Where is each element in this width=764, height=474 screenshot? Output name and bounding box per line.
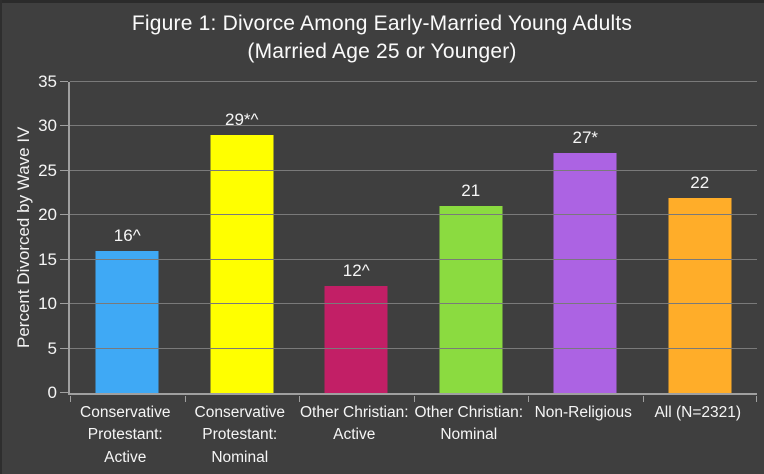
x-axis-tick	[756, 396, 757, 402]
y-tick-label: 10	[38, 294, 57, 314]
bar-slot: 27*	[528, 82, 643, 393]
y-axis-tick	[60, 169, 68, 171]
slide-top-edge	[0, 0, 764, 3]
bar-slot: 22	[643, 82, 758, 393]
x-axis-tick	[184, 396, 186, 402]
x-tick-label: Other Christian: Nominal	[414, 404, 524, 444]
y-axis-tick	[60, 392, 68, 393]
chart-title: Figure 1: Divorce Among Early-Married Yo…	[0, 10, 764, 65]
slide-left-edge	[0, 0, 2, 474]
x-axis-tick	[70, 396, 71, 402]
bars-row: 16^ 29*^ 12^ 21 27* 22	[70, 82, 757, 393]
bar-slot: 29*^	[185, 82, 300, 393]
bar	[553, 153, 617, 393]
bar	[95, 250, 159, 393]
y-axis-tick	[60, 125, 68, 127]
x-axis-tick-labels: Conservative Protestant: Active Conservat…	[68, 402, 755, 469]
y-axis-tick	[60, 347, 68, 349]
x-tick-label: Non-Religious	[534, 404, 632, 421]
y-axis-tick	[60, 214, 68, 216]
y-tick-label: 20	[38, 205, 57, 225]
y-axis-tick-labels: 0 5 10 15 20 25 30 35	[0, 72, 57, 402]
x-axis-tick	[413, 396, 415, 402]
x-axis-tick	[528, 396, 529, 402]
plot-area: 16^ 29*^ 12^ 21 27* 22	[60, 81, 757, 402]
y-axis-tick	[60, 81, 68, 82]
bar-slot: 21	[414, 82, 529, 393]
bar-value-label: 29*^	[224, 110, 259, 130]
y-tick-label: 0	[47, 383, 57, 402]
gridline	[70, 214, 757, 216]
bar-value-label: 27*	[572, 128, 599, 148]
x-axis-tick	[299, 396, 300, 402]
gridline	[70, 303, 757, 305]
gridline	[70, 81, 757, 82]
bar-value-label: 12^	[342, 261, 370, 281]
bar-value-label: 22	[690, 172, 710, 192]
y-tick-label: 5	[47, 338, 57, 358]
bar-value-label: 16^	[113, 225, 141, 245]
x-tick-label: Other Christian: Active	[299, 404, 409, 444]
x-tick-label: Conservative Protestant: Nominal	[194, 404, 285, 466]
x-tick-label: All (N=2321)	[654, 404, 742, 421]
chart-title-line2: (Married Age 25 or Younger)	[247, 39, 517, 63]
bar-slot: 12^	[299, 82, 414, 393]
y-tick-label: 15	[38, 249, 57, 269]
bar	[210, 135, 274, 393]
x-axis-tick	[642, 396, 644, 402]
bar-value-label: 21	[461, 181, 481, 201]
gridline	[70, 169, 757, 171]
gridline	[70, 125, 757, 127]
y-tick-label: 25	[38, 160, 57, 180]
chart-title-line1: Figure 1: Divorce Among Early-Married Yo…	[131, 12, 633, 35]
bar	[668, 197, 732, 393]
bar	[439, 206, 503, 393]
gridline	[70, 347, 757, 349]
y-axis-tick	[60, 303, 68, 305]
y-axis-tick	[60, 258, 68, 260]
bar-slot: 16^	[70, 82, 185, 393]
gridline	[70, 258, 757, 260]
y-tick-label: 30	[38, 116, 57, 136]
x-tick-label: Conservative Protestant: Active	[80, 404, 171, 466]
y-tick-label: 35	[38, 72, 57, 91]
